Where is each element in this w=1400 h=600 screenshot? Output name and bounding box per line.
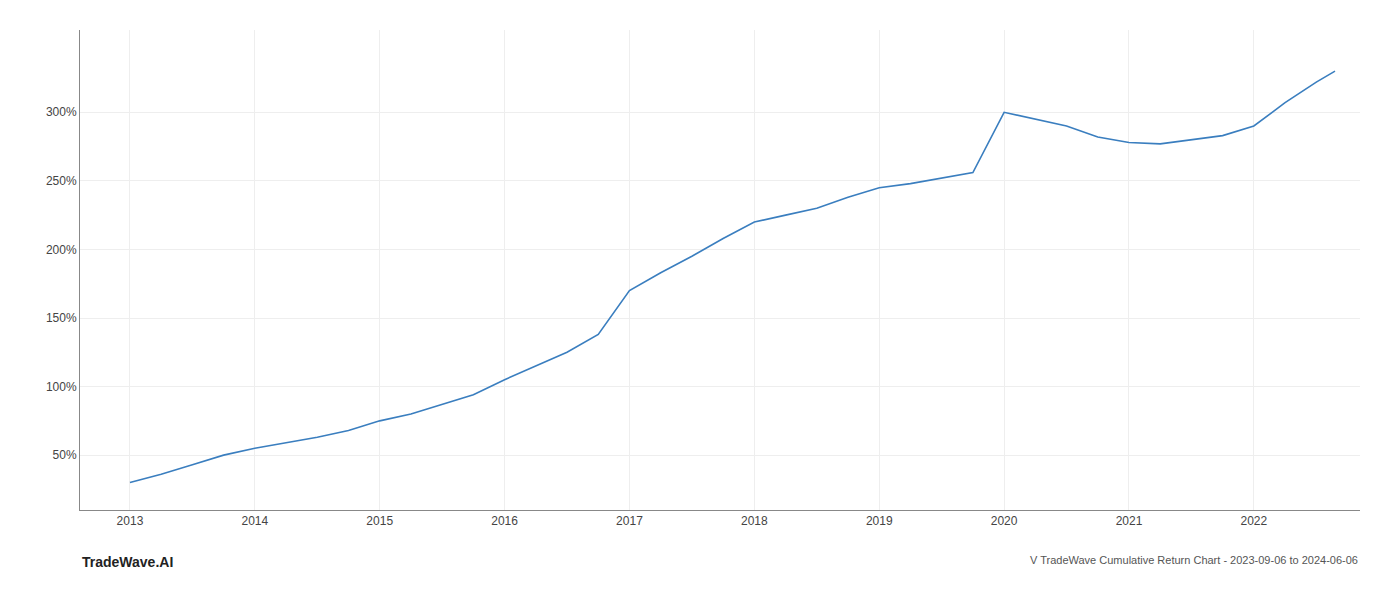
svg-text:2013: 2013 (117, 514, 144, 528)
svg-text:2016: 2016 (491, 514, 518, 528)
svg-text:V TradeWave Cumulative Return: V TradeWave Cumulative Return Chart - 20… (1030, 554, 1358, 566)
svg-text:2014: 2014 (241, 514, 268, 528)
svg-text:300%: 300% (46, 105, 77, 119)
svg-text:2015: 2015 (366, 514, 393, 528)
svg-text:2022: 2022 (1240, 514, 1267, 528)
svg-text:2017: 2017 (616, 514, 643, 528)
svg-text:TradeWave.AI: TradeWave.AI (82, 554, 173, 570)
svg-text:2021: 2021 (1116, 514, 1143, 528)
svg-text:200%: 200% (46, 243, 77, 257)
svg-text:2020: 2020 (991, 514, 1018, 528)
svg-text:150%: 150% (46, 311, 77, 325)
svg-text:2019: 2019 (866, 514, 893, 528)
svg-text:50%: 50% (53, 448, 77, 462)
svg-text:2018: 2018 (741, 514, 768, 528)
svg-text:250%: 250% (46, 174, 77, 188)
svg-text:100%: 100% (46, 380, 77, 394)
